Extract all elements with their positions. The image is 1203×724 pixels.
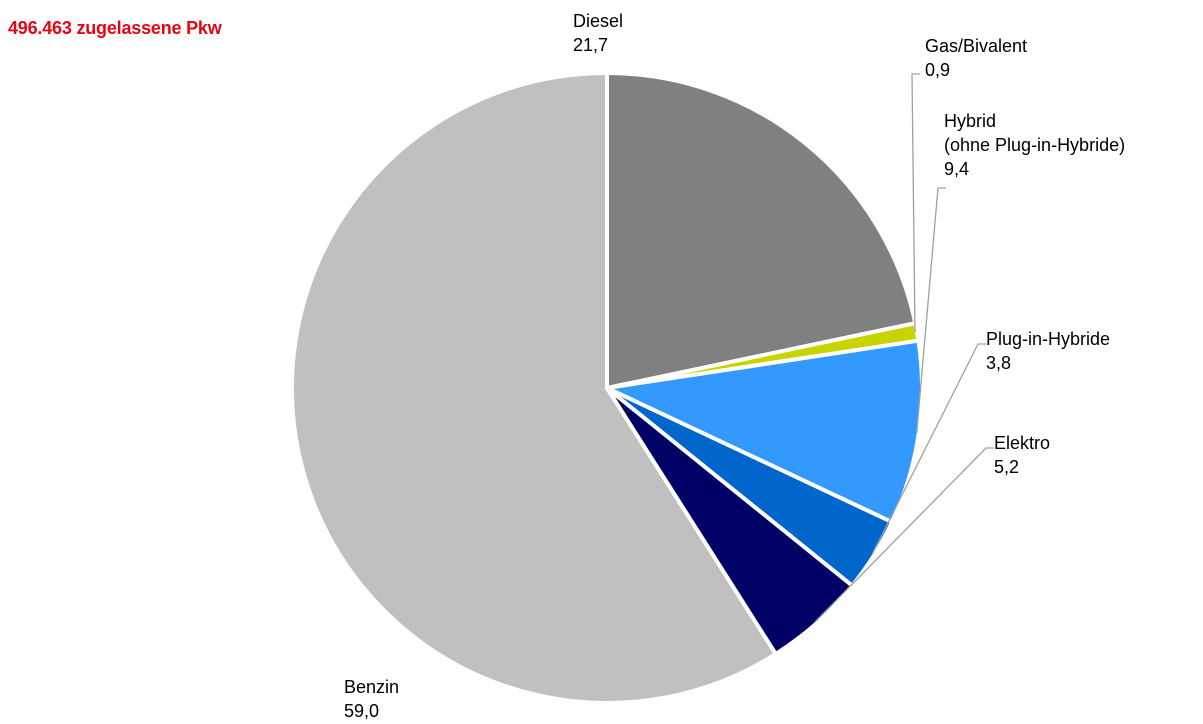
- slice-value-hybrid-ohne-plug-in-hybride: 9,4: [944, 159, 969, 179]
- leader-line-plug-in-hybride: [871, 343, 986, 555]
- slice-label-plug-in-hybride: Plug-in-Hybride: [986, 329, 1110, 349]
- pie-slice-benzin: [290, 71, 778, 705]
- slice-labels: Benzin 59,0 Diesel 21,7 Gas/Bivalent 0,9 Hybri…: [344, 11, 1125, 721]
- pie-slice-diesel: [605, 71, 918, 390]
- slice-value-diesel: 21,7: [573, 35, 608, 55]
- slice-label-hybrid-ohne-plug-in-hybride-1: Hybrid: [944, 111, 996, 131]
- chart-title: 496.463 zugelassene Pkw: [8, 18, 222, 38]
- slice-value-gas-bivalent: 0,9: [925, 60, 950, 80]
- leader-line-hybrid-ohne-plug-in-hybride: [916, 187, 946, 434]
- slice-value-plug-in-hybride: 3,8: [986, 353, 1011, 373]
- slice-label-gas-bivalent: Gas/Bivalent: [925, 36, 1027, 56]
- slice-label-hybrid-ohne-plug-in-hybride-2: (ohne Plug-in-Hybride): [944, 135, 1125, 155]
- pie-slice-elektro: [605, 386, 855, 656]
- pie-slices: [290, 71, 924, 705]
- leader-line-gas-bivalent: [911, 73, 920, 333]
- slice-value-benzin: 59,0: [344, 701, 379, 721]
- slice-label-benzin: Benzin: [344, 677, 399, 697]
- slice-value-elektro: 5,2: [994, 457, 1019, 477]
- slice-label-diesel: Diesel: [573, 11, 623, 31]
- leader-line-elektro: [815, 447, 994, 622]
- leader-lines: [815, 73, 994, 622]
- slice-label-elektro: Elektro: [994, 433, 1050, 453]
- pie-slice-hybrid-ohne-plug-in-hybride: [605, 338, 924, 525]
